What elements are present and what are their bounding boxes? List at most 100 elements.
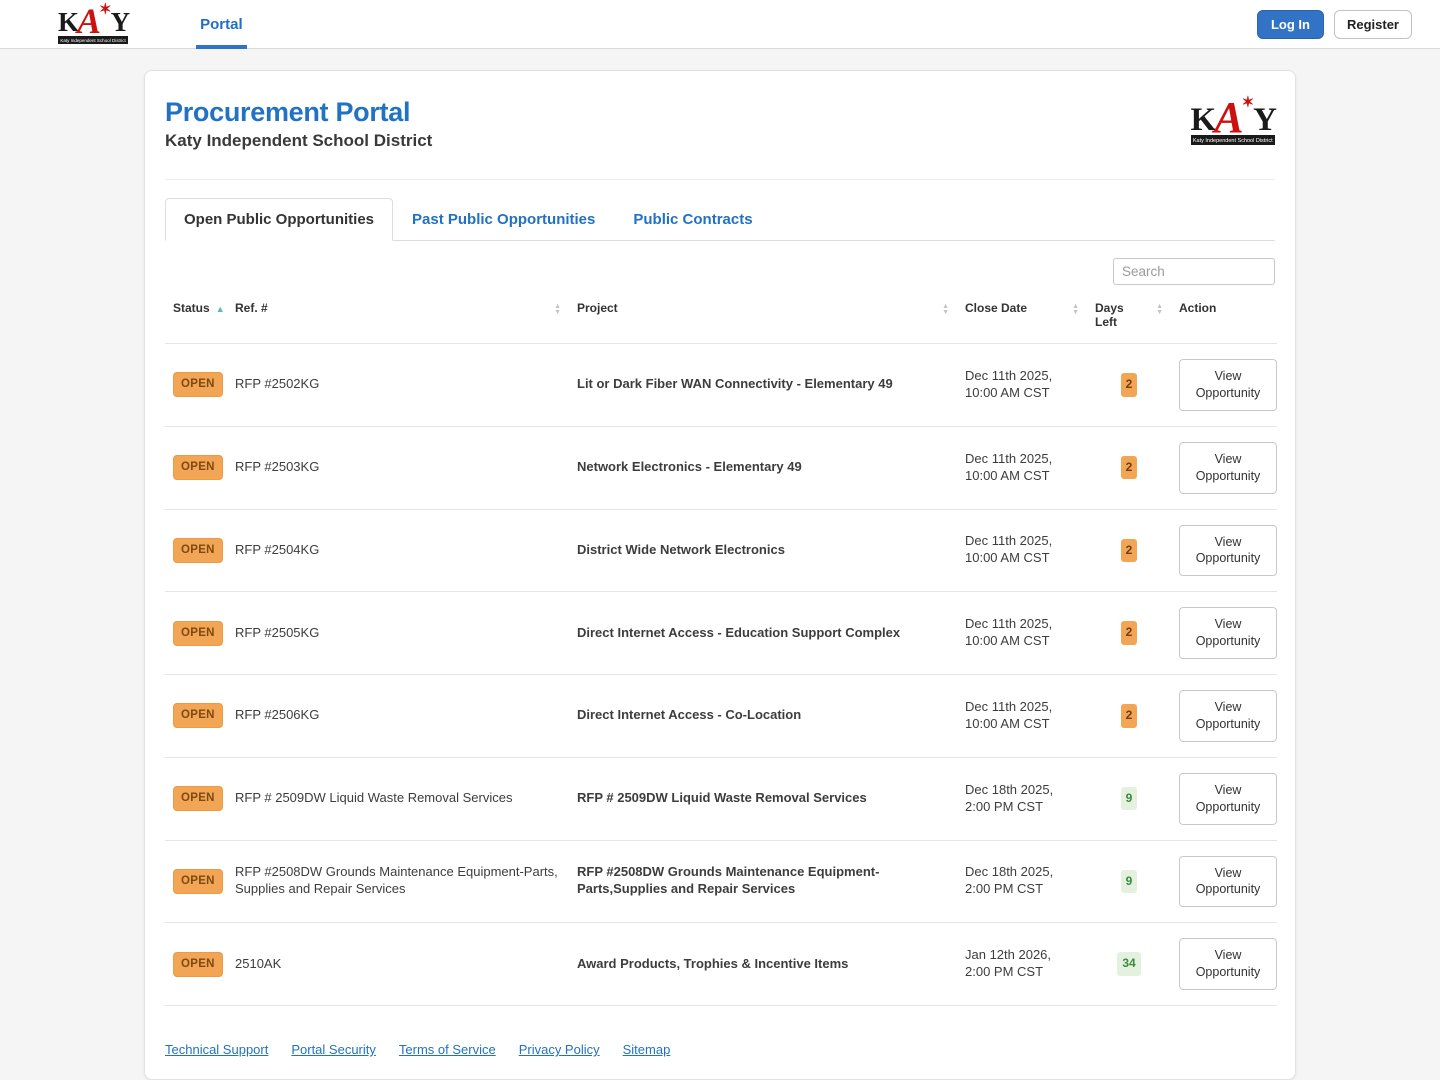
logo-letter-a: A xyxy=(1214,93,1243,142)
view-opportunity-button[interactable]: View Opportunity xyxy=(1179,359,1277,411)
days-left-badge: 2 xyxy=(1120,373,1138,397)
footer-link-terms-of-service[interactable]: Terms of Service xyxy=(398,1042,496,1057)
column-header-project-label: Project xyxy=(577,301,618,315)
tab-public-contracts[interactable]: Public Contracts xyxy=(633,211,753,228)
column-header-days-left[interactable]: Days Left ▲ ▼ xyxy=(1087,293,1171,344)
days-left-cell: 2 xyxy=(1087,591,1171,675)
footer-link-privacy-policy[interactable]: Privacy Policy xyxy=(518,1042,600,1057)
nav-active-indicator xyxy=(196,44,247,49)
close-date-cell: Dec 11th 2025, 10:00 AM CST xyxy=(957,591,1087,675)
action-cell: View Opportunity xyxy=(1171,839,1277,923)
sort-icons[interactable]: ▲ ▼ xyxy=(942,301,949,316)
view-opportunity-button[interactable]: View Opportunity xyxy=(1179,690,1277,742)
table-row: OPEN RFP #2506KG Direct Internet Access … xyxy=(165,674,1277,758)
footer-link-portal-security[interactable]: Portal Security xyxy=(291,1042,376,1057)
view-opportunity-button[interactable]: View Opportunity xyxy=(1179,441,1277,494)
sort-icons[interactable]: ▲ ▼ xyxy=(554,301,561,316)
project-title: District Wide Network Electronics xyxy=(577,541,785,557)
project-title: Network Electronics - Elementary 49 xyxy=(577,459,802,475)
project-cell: Lit or Dark Fiber WAN Connectivity - Ele… xyxy=(569,343,957,427)
sort-up-icon: ▲ xyxy=(554,303,561,310)
logo-star-icon: ✶ xyxy=(99,2,112,19)
action-cell: View Opportunity xyxy=(1171,756,1277,840)
card-header: Procurement Portal Katy Independent Scho… xyxy=(165,96,1277,180)
top-navbar: KA✶Y Katy Independent School District Po… xyxy=(0,0,1440,49)
register-button[interactable]: Register xyxy=(1333,9,1412,39)
days-left-cell: 9 xyxy=(1087,839,1171,923)
view-opportunity-button[interactable]: View Opportunity xyxy=(1179,855,1277,908)
status-badge: OPEN xyxy=(173,951,223,977)
column-header-ref-label: Ref. # xyxy=(235,301,268,315)
close-date-cell: Dec 11th 2025, 10:00 AM CST xyxy=(957,508,1087,592)
close-date: Jan 12th 2026, 2:00 PM CST xyxy=(965,947,1052,980)
close-date-cell: Dec 11th 2025, 10:00 AM CST xyxy=(957,674,1087,758)
navbar-actions: Log In Register xyxy=(1256,9,1412,39)
table-row: OPEN RFP #2503KG Network Electronics - E… xyxy=(165,425,1277,509)
column-header-action: Action xyxy=(1171,293,1277,344)
table-row: OPEN 2510AK Award Products, Trophies & I… xyxy=(165,922,1277,1006)
tab-past-public-opportunities[interactable]: Past Public Opportunities xyxy=(412,211,596,228)
status-cell: OPEN xyxy=(165,508,227,592)
ref-number: 2510AK xyxy=(235,955,282,971)
action-cell: View Opportunity xyxy=(1171,591,1277,675)
ref-cell: RFP # 2509DW Liquid Waste Removal Servic… xyxy=(227,756,569,840)
status-badge: OPEN xyxy=(173,786,223,812)
project-cell: Direct Internet Access - Education Suppo… xyxy=(569,591,957,675)
table-row: OPEN RFP #2502KG Lit or Dark Fiber WAN C… xyxy=(165,343,1277,427)
status-badge: OPEN xyxy=(173,703,223,729)
column-header-close-date[interactable]: Close Date ▲ ▼ xyxy=(957,293,1087,344)
close-date: Dec 11th 2025, 10:00 AM CST xyxy=(965,367,1053,400)
table-row: OPEN RFP # 2509DW Liquid Waste Removal S… xyxy=(165,756,1277,840)
column-header-days-left-label: Days Left xyxy=(1095,301,1124,329)
sort-icons[interactable]: ▲ ▼ xyxy=(1072,301,1079,316)
project-title: Award Products, Trophies & Incentive Ite… xyxy=(577,955,849,971)
status-cell: OPEN xyxy=(165,674,227,758)
ref-cell: RFP #2503KG xyxy=(227,425,569,509)
column-header-ref[interactable]: Ref. # ▲ ▼ xyxy=(227,293,569,344)
days-left-cell: 34 xyxy=(1087,922,1171,1006)
close-date: Dec 11th 2025, 10:00 AM CST xyxy=(965,450,1053,483)
project-cell: Direct Internet Access - Co-Location xyxy=(569,674,957,758)
sort-icons[interactable]: ▲ ▼ xyxy=(1156,301,1163,316)
status-badge: OPEN xyxy=(173,372,223,398)
view-opportunity-button[interactable]: View Opportunity xyxy=(1179,524,1277,577)
katy-logo[interactable]: KA✶Y Katy Independent School District xyxy=(58,2,130,44)
login-button[interactable]: Log In xyxy=(1256,9,1324,39)
action-cell: View Opportunity xyxy=(1171,674,1277,758)
sort-down-icon: ▼ xyxy=(1156,309,1163,316)
tab-open-public-opportunities[interactable]: Open Public Opportunities xyxy=(165,198,394,241)
view-opportunity-button[interactable]: View Opportunity xyxy=(1179,772,1277,825)
search-input[interactable] xyxy=(1113,258,1275,285)
logo-caption: Katy Independent School District xyxy=(58,35,129,44)
action-cell: View Opportunity xyxy=(1171,343,1277,427)
status-badge: OPEN xyxy=(173,868,223,894)
sort-down-icon: ▼ xyxy=(1072,309,1079,316)
page-title: Procurement Portal xyxy=(165,97,411,127)
view-opportunity-button[interactable]: View Opportunity xyxy=(1179,938,1277,990)
nav-item-portal[interactable]: Portal xyxy=(196,0,247,49)
column-header-project[interactable]: Project ▲ ▼ xyxy=(569,293,957,344)
footer-link-technical-support[interactable]: Technical Support xyxy=(165,1042,269,1057)
opportunities-tbody: OPEN RFP #2502KG Lit or Dark Fiber WAN C… xyxy=(165,343,1277,1006)
ref-cell: RFP #2506KG xyxy=(227,674,569,758)
close-date: Dec 18th 2025, 2:00 PM CST xyxy=(965,781,1054,814)
page-subtitle: Katy Independent School District xyxy=(165,131,433,150)
footer-link-sitemap[interactable]: Sitemap xyxy=(622,1042,671,1057)
action-cell: View Opportunity xyxy=(1171,425,1277,509)
logo-letter-k: K xyxy=(58,7,79,38)
close-date-cell: Jan 12th 2026, 2:00 PM CST xyxy=(957,922,1087,1006)
column-header-status-label: Status xyxy=(173,301,210,315)
ref-cell: 2510AK xyxy=(227,922,569,1006)
close-date: Dec 11th 2025, 10:00 AM CST xyxy=(965,616,1053,649)
column-header-status[interactable]: Status ▲ xyxy=(165,293,227,344)
ref-number: RFP #2504KG xyxy=(235,541,320,557)
sort-down-icon: ▼ xyxy=(942,309,949,316)
status-cell: OPEN xyxy=(165,425,227,509)
project-cell: RFP # 2509DW Liquid Waste Removal Servic… xyxy=(569,756,957,840)
close-date: Dec 18th 2025, 2:00 PM CST xyxy=(965,864,1054,897)
view-opportunity-button[interactable]: View Opportunity xyxy=(1179,607,1277,659)
status-badge: OPEN xyxy=(173,620,223,646)
days-left-badge: 2 xyxy=(1120,704,1138,728)
project-title: RFP # 2509DW Liquid Waste Removal Servic… xyxy=(577,790,867,806)
close-date-cell: Dec 11th 2025, 10:00 AM CST xyxy=(957,343,1087,427)
